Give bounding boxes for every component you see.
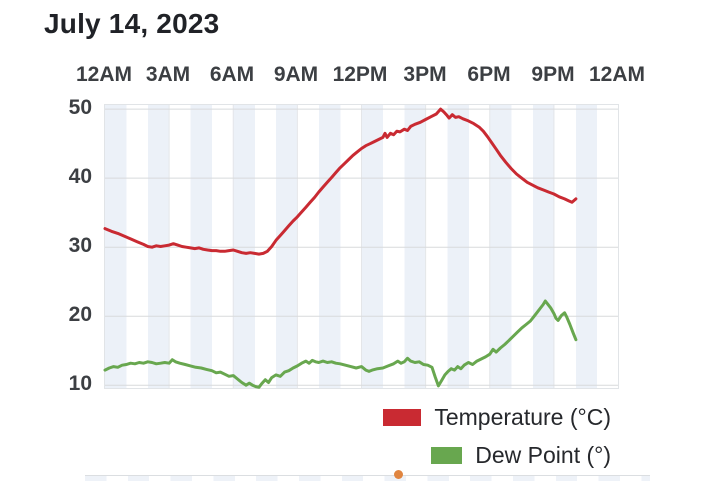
legend-item-dew-point: Dew Point (°)	[383, 441, 611, 468]
x-axis-label-6pm: 6PM	[467, 63, 511, 86]
x-axis-label-9pm: 9PM	[531, 63, 575, 86]
chart-canvas	[103, 105, 618, 389]
dew-point-swatch-icon	[431, 446, 463, 464]
x-axis-label-12am: 12AM	[75, 63, 133, 86]
plot-area[interactable]	[103, 104, 619, 389]
data-point-dot	[394, 470, 403, 479]
dew-point-legend-label: Dew Point (°)	[475, 441, 611, 468]
y-axis-label-30: 30	[68, 234, 92, 257]
legend: Temperature (°C) Dew Point (°)	[383, 403, 611, 481]
y-axis-label-20: 20	[68, 303, 92, 326]
y-axis-label-40: 40	[68, 165, 92, 188]
page-title: July 14, 2023	[44, 8, 220, 39]
x-axis-label-6am: 6AM	[209, 63, 255, 86]
legend-item-temperature: Temperature (°C)	[383, 403, 611, 430]
next-chart-top-edge	[85, 475, 650, 481]
y-axis-label-50: 50	[68, 96, 92, 119]
x-axis-label-12am-end: 12AM	[588, 63, 646, 86]
y-axis-label-10: 10	[68, 372, 92, 395]
temperature-swatch-icon	[383, 408, 422, 426]
x-axis-label-3pm: 3PM	[403, 63, 447, 86]
x-axis-label-12pm: 12PM	[332, 63, 388, 86]
x-axis-label-3am: 3AM	[145, 63, 191, 86]
x-axis-label-9am: 9AM	[273, 63, 319, 86]
temperature-legend-label: Temperature (°C)	[434, 403, 611, 430]
